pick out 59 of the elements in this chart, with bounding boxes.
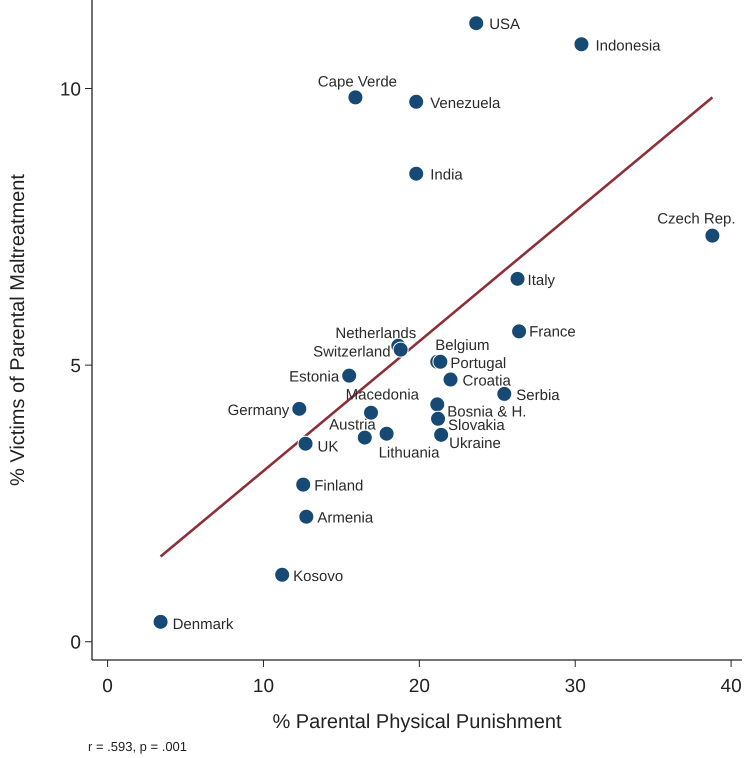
annotation: Portugal — [450, 354, 506, 372]
point — [291, 400, 308, 417]
point — [347, 89, 364, 106]
point — [430, 410, 446, 427]
point — [298, 508, 314, 525]
annotation: Belgium — [435, 336, 490, 354]
x-tick-label: 20 — [408, 676, 430, 697]
annotation: Finland — [314, 478, 364, 495]
annotation: Italy — [528, 272, 556, 289]
annotation: France — [529, 323, 576, 340]
point — [510, 270, 526, 287]
x-tick-label: 40 — [720, 676, 742, 697]
annotation: Denmark — [172, 616, 234, 633]
annotation: Netherlands — [335, 324, 416, 342]
x-axis-title: % Parental Physical Punishment — [272, 711, 562, 733]
point — [298, 436, 314, 452]
annotation: Germany — [228, 402, 290, 419]
text: r = .593, p = .001 — [88, 739, 188, 754]
point — [295, 476, 312, 493]
y-tick-label: 5 — [70, 356, 81, 378]
annotation: Estonia — [289, 368, 340, 386]
point — [442, 372, 459, 388]
annotation: Croatia — [462, 372, 512, 390]
annotation: USA — [489, 16, 520, 34]
annotation: UK — [318, 438, 338, 456]
point — [429, 396, 446, 412]
point — [152, 614, 169, 630]
x-tick-label: 30 — [564, 676, 586, 697]
y-axis-title: % Victims of Parental Maltreatment — [7, 174, 29, 486]
y-tick-label: 0 — [70, 632, 81, 654]
annotation: Indonesia — [595, 37, 662, 54]
annotation: Switzerland — [313, 344, 391, 361]
y-tick-label: 10 — [60, 80, 81, 101]
point — [468, 15, 484, 32]
annotation: Lithuania — [378, 444, 440, 462]
point — [408, 94, 424, 110]
point — [356, 430, 373, 446]
annotation: Ukraine — [449, 434, 501, 452]
annotation: India — [430, 166, 464, 184]
point — [274, 566, 290, 583]
point — [704, 228, 720, 244]
point — [392, 342, 409, 358]
x-tick-label: 10 — [252, 676, 274, 697]
annotation: Austria — [329, 416, 376, 434]
point — [511, 323, 528, 340]
point — [433, 426, 450, 443]
point — [341, 368, 358, 384]
point — [408, 166, 424, 182]
point — [573, 36, 590, 52]
annotation: Cape Verde — [318, 73, 398, 90]
point — [432, 354, 448, 370]
point — [378, 426, 395, 442]
annotation: Serbia — [516, 386, 560, 404]
annotation: Venezuela — [430, 94, 501, 112]
annotation: Armenia — [317, 510, 374, 527]
annotation: Czech Rep. — [657, 210, 736, 228]
point — [496, 386, 512, 402]
annotation: Kosovo — [293, 568, 344, 585]
x-tick-label: 0 — [102, 676, 113, 697]
